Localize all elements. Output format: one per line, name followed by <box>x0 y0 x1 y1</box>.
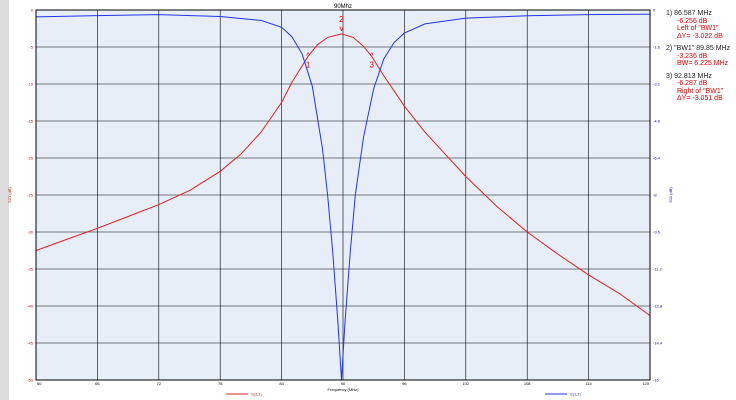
y-left-tick-label: -40 <box>27 304 34 309</box>
y-right-tick-label: -1.6 <box>653 45 661 50</box>
window-left-strip <box>0 0 9 400</box>
y-right-tick-label: -9.6 <box>653 230 661 235</box>
marker-2-pointer: v <box>339 24 343 33</box>
y-left-axis-label: S21 (dB) <box>7 186 12 202</box>
x-tick-label: 102 <box>462 381 469 386</box>
y-left-tick-label: -5 <box>29 45 33 50</box>
x-tick-label: 90 <box>341 381 346 386</box>
y-right-tick-label: -12.8 <box>653 304 663 309</box>
marker-1-delta: ΔY= -3.022 dB <box>677 32 723 40</box>
y-left-tick-label: -30 <box>27 230 34 235</box>
series-s21-line <box>35 33 651 317</box>
marker-3-delta: ΔY= -3.051 dB <box>677 95 723 102</box>
y-right-axis-label: S11 (dB) <box>668 187 673 203</box>
y-left-tick-label: -25 <box>27 193 34 198</box>
y-left-tick-label: -10 <box>27 82 34 87</box>
marker-layer: ^12v^3 <box>306 15 375 70</box>
marker-1-heading: 1) 86.587 MHz <box>666 10 712 17</box>
marker-readout-2: 2) "BW1" 89.85 MHz -3.236 dB BW= 6.225 M… <box>666 45 736 68</box>
marker-1-level: -6.256 dB <box>677 17 708 25</box>
marker-3-pointer: ^ <box>370 52 374 61</box>
x-tick-label: 120 <box>642 381 649 386</box>
y-left-tick-label: -20 <box>27 156 34 161</box>
marker-3-label: 3 <box>370 61 375 70</box>
marker-readout-1: 1) 86.587 MHz -6.256 dB Left of "BW1" ΔY… <box>666 10 736 40</box>
x-tick-label: 108 <box>524 381 531 386</box>
legend-s11-label: S(1,1) <box>570 392 582 397</box>
y-right-tick-label: -3.2 <box>653 82 661 87</box>
marker-1-relation: Left of "BW1" <box>677 25 719 32</box>
y-left-tick-label: -45 <box>27 341 34 346</box>
x-tick-label: 84 <box>279 381 284 386</box>
x-tick-label: 96 <box>402 381 407 386</box>
chart-title: 90Mhz <box>334 4 352 10</box>
marker-readout-3: 3) 92.813 MHz -6.287 dB Right of "BW1" Δ… <box>666 73 736 103</box>
tick-layer: 60 66 72 78 84 90 96 102 108 114 120 0 0 -5 -1.6 -10 -3.… <box>27 8 663 387</box>
y-left-tick-label: -15 <box>27 119 34 124</box>
y-right-tick-label: -8 <box>653 193 657 198</box>
marker-2-label: 2 <box>339 15 344 24</box>
legend-s21-label: S(2,1) <box>251 392 263 397</box>
y-left-tick-label: -50 <box>27 378 34 383</box>
x-tick-label: 78 <box>218 381 223 386</box>
marker-3-level: -6.287 dB <box>677 80 708 87</box>
legend-s11: S(1,1) <box>545 392 582 397</box>
marker-3-relation: Right of "BW1" <box>677 87 724 95</box>
marker-3-heading: 3) 92.813 MHz <box>666 72 712 80</box>
x-tick-label: 72 <box>157 381 162 386</box>
y-right-tick-label: -4.8 <box>653 119 661 124</box>
marker-1-label: 1 <box>306 60 311 69</box>
y-right-tick-label: -6.4 <box>653 156 661 161</box>
x-tick-label: 60 <box>37 381 42 386</box>
marker-2-bandwidth: BW= 6.225 MHz <box>677 60 729 67</box>
y-left-tick-label: 0 <box>31 8 34 13</box>
y-left-tick-label: -35 <box>27 267 34 272</box>
marker-2-level: -3.236 dB <box>677 52 708 60</box>
marker-2-heading: 2) "BW1" 89.85 MHz <box>666 45 731 52</box>
plot-border <box>35 9 651 381</box>
legend-s21: S(2,1) <box>226 392 263 397</box>
y-right-tick-label: -11.2 <box>653 267 663 272</box>
x-tick-label: 114 <box>585 381 592 386</box>
x-axis-label: Frequency (MHz) <box>328 387 360 392</box>
marker-readout-panel: 1) 86.587 MHz -6.256 dB Left of "BW1" ΔY… <box>666 10 736 108</box>
y-right-tick-label: -16 <box>653 378 660 383</box>
x-tick-label: 66 <box>95 381 100 386</box>
y-right-tick-label: 0 <box>653 8 656 13</box>
marker-1-pointer: ^ <box>306 51 310 60</box>
y-right-tick-label: -14.4 <box>653 341 663 346</box>
